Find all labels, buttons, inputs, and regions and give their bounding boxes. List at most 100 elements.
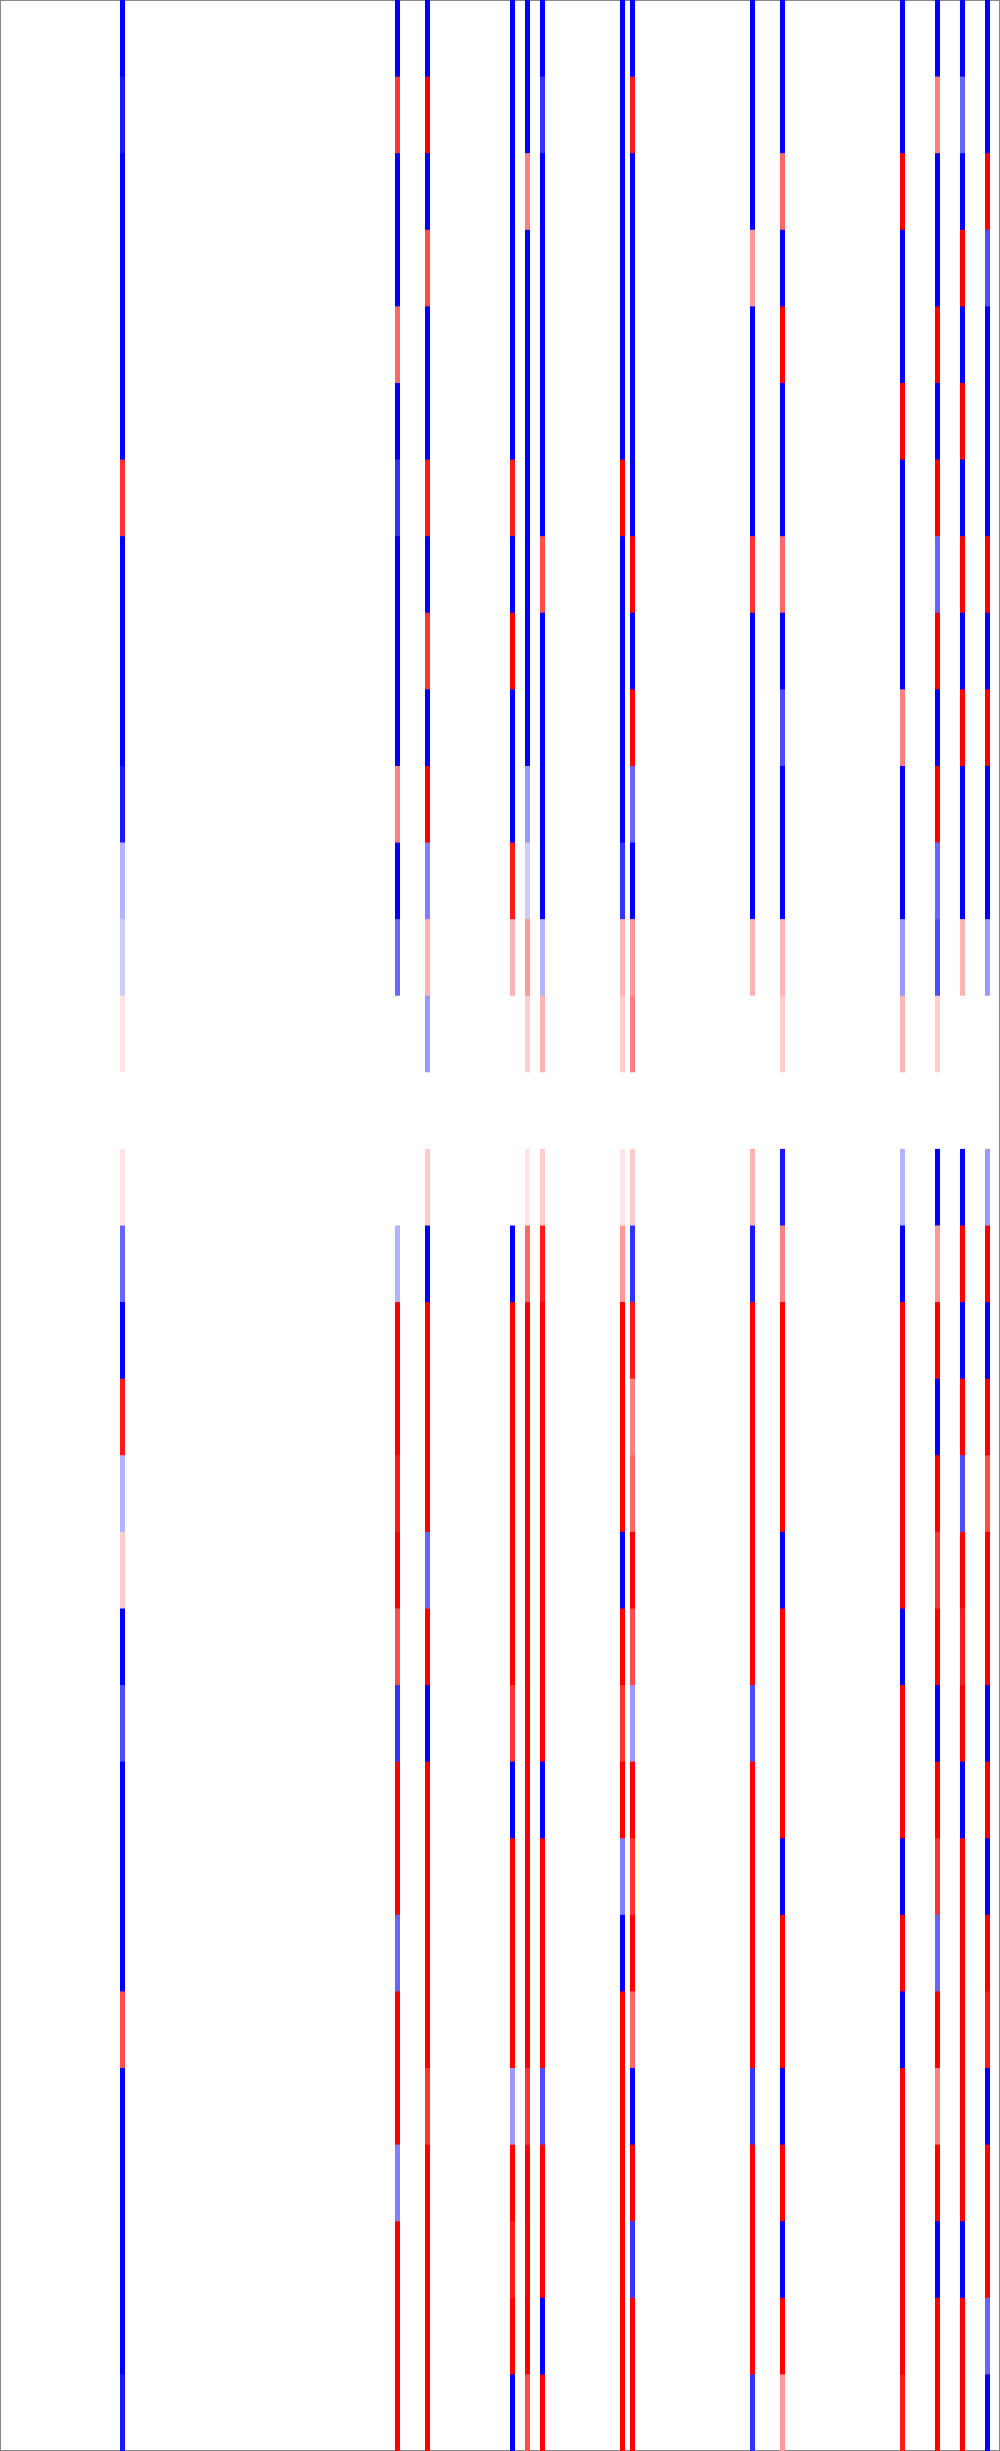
heat-cell — [120, 1072, 125, 1150]
heat-cell — [510, 995, 515, 1073]
heat-cell — [935, 1685, 940, 1763]
heat-cell — [900, 1608, 905, 1686]
heat-cell — [900, 995, 905, 1073]
heat-cell — [960, 229, 965, 307]
heat-cell — [960, 1991, 965, 2069]
heat-cell — [620, 1225, 625, 1303]
heat-cell — [900, 2144, 905, 2222]
heat-cell — [540, 2374, 545, 2451]
heat-cell — [620, 229, 625, 307]
heat-cell — [425, 689, 430, 767]
heat-cell — [525, 1761, 530, 1839]
heat-cell — [540, 995, 545, 1073]
heat-cell — [985, 1761, 990, 1839]
heat-cell — [510, 76, 515, 154]
heat-cell — [900, 2297, 905, 2375]
heat-cell — [960, 1761, 965, 1839]
heat-cell — [960, 1914, 965, 1992]
heat-cell — [900, 919, 905, 997]
heat-cell — [620, 919, 625, 997]
heat-cell — [985, 2221, 990, 2299]
heat-cell — [120, 306, 125, 384]
heat-cell — [510, 2297, 515, 2375]
heat-cell — [395, 995, 400, 1073]
heat-cell — [425, 1531, 430, 1609]
heat-cell — [935, 459, 940, 537]
heat-cell — [525, 1608, 530, 1686]
heat-cell — [120, 2221, 125, 2299]
heat-cell — [960, 612, 965, 690]
heat-cell — [120, 1761, 125, 1839]
heat-cell — [780, 459, 785, 537]
heat-cell — [395, 2221, 400, 2299]
heat-cell — [780, 2144, 785, 2222]
heat-cell — [935, 153, 940, 231]
heat-cell — [780, 995, 785, 1073]
heat-cell — [630, 1455, 635, 1533]
heat-cell — [750, 1302, 755, 1380]
heat-cell — [620, 1991, 625, 2069]
heat-cell — [510, 1685, 515, 1763]
heat-cell — [120, 1991, 125, 2069]
heat-cell — [525, 459, 530, 537]
heat-cell — [630, 1225, 635, 1303]
heat-cell — [395, 842, 400, 920]
heat-cell — [525, 1685, 530, 1763]
heat-cell — [630, 306, 635, 384]
heat-cell — [985, 76, 990, 154]
heat-cell — [525, 1455, 530, 1533]
heat-cell — [985, 689, 990, 767]
heat-cell — [540, 1455, 545, 1533]
heat-cell — [540, 1378, 545, 1456]
heat-cell — [510, 1914, 515, 1992]
heat-cell — [960, 1531, 965, 1609]
heat-cell — [900, 1302, 905, 1380]
heat-cell — [985, 765, 990, 844]
heat-cell — [750, 765, 755, 844]
heat-cell — [525, 229, 530, 307]
heat-cell — [425, 1148, 430, 1226]
heat-cell — [425, 229, 430, 307]
heat-cell — [780, 612, 785, 690]
heat-cell — [510, 765, 515, 844]
heat-cell — [525, 536, 530, 614]
heat-cell — [620, 1531, 625, 1609]
heat-cell — [900, 382, 905, 461]
heat-cell — [935, 612, 940, 690]
heat-cell — [780, 1455, 785, 1533]
heat-cell — [935, 229, 940, 307]
heat-cell — [120, 995, 125, 1073]
heat-cell — [120, 765, 125, 844]
heat-cell — [540, 1225, 545, 1303]
heat-cell — [620, 2068, 625, 2146]
heat-cell — [935, 306, 940, 384]
heat-cell — [985, 1148, 990, 1226]
heat-cell — [395, 2374, 400, 2451]
heat-cell — [620, 1914, 625, 1992]
heat-cell — [780, 765, 785, 844]
heat-cell — [525, 1225, 530, 1303]
heat-cell — [425, 1761, 430, 1839]
heat-cell — [985, 1685, 990, 1763]
heat-cell — [900, 153, 905, 231]
heat-cell — [540, 612, 545, 690]
heat-cell — [900, 0, 905, 78]
heat-cell — [750, 1914, 755, 1992]
heat-cell — [780, 1148, 785, 1226]
heat-cell — [120, 536, 125, 614]
heat-cell — [985, 1225, 990, 1303]
heat-cell — [935, 995, 940, 1073]
heat-cell — [985, 1531, 990, 1609]
heat-cell — [540, 765, 545, 844]
heat-cell — [630, 1761, 635, 1839]
heat-cell — [780, 1608, 785, 1686]
heat-cell — [425, 1072, 430, 1150]
heat-cell — [120, 2297, 125, 2375]
heat-cell — [935, 536, 940, 614]
heat-cell — [120, 2068, 125, 2146]
heat-cell — [395, 1991, 400, 2069]
heat-cell — [985, 153, 990, 231]
heat-cell — [120, 2144, 125, 2222]
heat-cell — [750, 1991, 755, 2069]
heat-cell — [620, 1378, 625, 1456]
